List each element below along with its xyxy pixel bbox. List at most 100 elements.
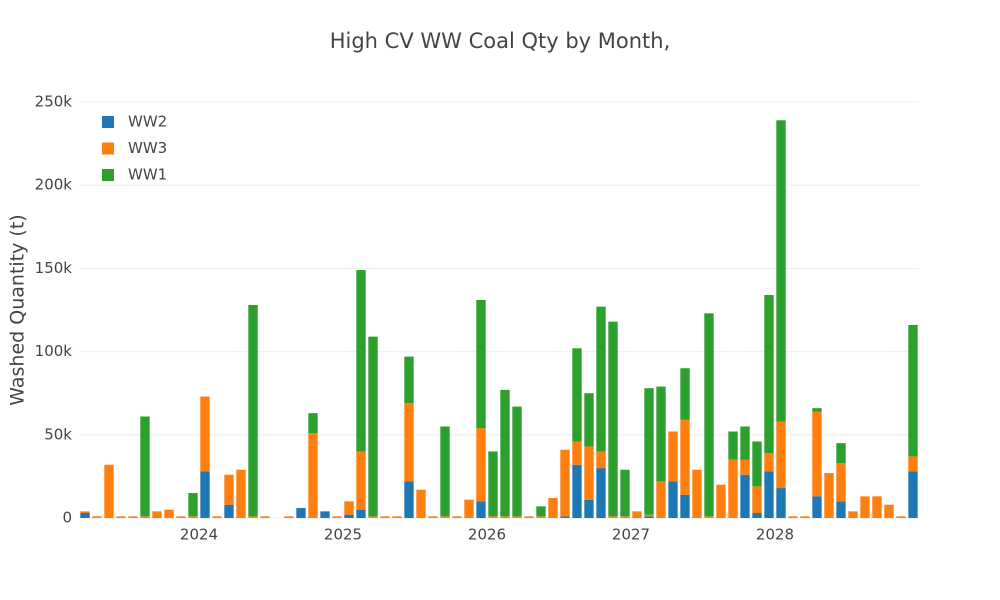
bar-segment: [440, 516, 450, 518]
x-tick-label: 2028: [756, 526, 794, 544]
bar-segment: [404, 481, 414, 518]
bar-segment: [836, 443, 846, 464]
bar-segment: [428, 516, 438, 518]
bar-segment: [620, 516, 630, 518]
bar-segment: [476, 300, 486, 429]
bar-segment: [836, 501, 846, 518]
bar-segment: [776, 421, 786, 489]
bar-segment: [128, 516, 138, 518]
bar-segment: [512, 406, 522, 517]
bar-segment: [368, 516, 378, 518]
bar-segment: [200, 396, 210, 472]
bar-segment: [404, 356, 414, 404]
bar-segment: [560, 449, 570, 517]
x-tick-label: 2024: [180, 526, 218, 544]
legend-swatch: [102, 169, 114, 181]
bar-segment: [548, 498, 558, 518]
bar-segment: [476, 428, 486, 502]
bar-segment: [872, 496, 882, 518]
bar-segment: [716, 484, 726, 518]
bar-segment: [500, 389, 510, 517]
bar-segment: [488, 516, 498, 518]
bar-segment: [740, 459, 750, 475]
bar-segment: [248, 516, 258, 518]
bar-segment: [812, 411, 822, 497]
bar-segment: [308, 433, 318, 518]
bar-segment: [116, 516, 126, 518]
x-tick-label: 2025: [324, 526, 362, 544]
y-tick-label: 200k: [35, 176, 73, 194]
y-tick-label: 150k: [35, 259, 73, 277]
bar-segment: [596, 451, 606, 469]
bar-segment: [572, 464, 582, 518]
bar-segment: [152, 511, 162, 518]
bar-segment: [80, 513, 90, 518]
bar-segment: [488, 451, 498, 517]
legend-label: WW2: [128, 113, 167, 131]
bar-segment: [536, 516, 546, 518]
bar-segment: [416, 489, 426, 518]
legend-swatch: [102, 116, 114, 128]
bar-segment: [800, 516, 810, 518]
bar-segment: [752, 513, 762, 518]
bar-segment: [80, 511, 90, 514]
bar-segment: [692, 469, 702, 518]
bar-segment: [356, 509, 366, 518]
bar-segment: [344, 514, 354, 518]
bar-segment: [740, 426, 750, 460]
bar-segment: [812, 408, 822, 412]
bar-segment: [752, 441, 762, 487]
bar-segment: [476, 501, 486, 518]
bar-segment: [512, 516, 522, 518]
bar-segment: [188, 516, 198, 518]
bar-segment: [608, 516, 618, 518]
bar-segment: [908, 324, 918, 457]
bar-segment: [188, 493, 198, 517]
y-tick-label: 0: [62, 509, 72, 527]
bar-segment: [584, 446, 594, 500]
legend-label: WW3: [128, 139, 167, 157]
bar-segment: [200, 471, 210, 518]
bar-segment: [608, 321, 618, 517]
bar-segment: [176, 516, 186, 518]
bar-segment: [524, 516, 534, 518]
x-tick-label: 2027: [612, 526, 650, 544]
bar-segment: [584, 393, 594, 447]
y-tick-label: 50k: [44, 425, 72, 443]
bar-segment: [836, 463, 846, 502]
legend-label: WW1: [128, 166, 167, 184]
bar-segment: [332, 516, 342, 518]
bar-segment: [632, 511, 642, 518]
bar-segment: [644, 514, 654, 517]
bar-segment: [644, 388, 654, 515]
bar-segment: [140, 516, 150, 518]
bar-segment: [668, 431, 678, 482]
bar-segment: [908, 471, 918, 518]
bar-segment: [848, 511, 858, 518]
bar-segment: [440, 426, 450, 517]
bar-segment: [764, 295, 774, 454]
bar-segment: [104, 464, 114, 518]
bar-segment: [164, 509, 174, 518]
bar-segment: [752, 486, 762, 514]
bar-segment: [680, 368, 690, 420]
bar-segment: [404, 403, 414, 482]
bar-segment: [344, 501, 354, 515]
bar-segment: [644, 516, 654, 518]
bar-segment: [248, 305, 258, 517]
bar-segment: [656, 386, 666, 482]
bar-segment: [704, 516, 714, 518]
bar-segment: [884, 504, 894, 518]
chart-title: High CV WW Coal Qty by Month,: [330, 29, 671, 53]
bar-segment: [356, 451, 366, 510]
bar-segment: [560, 516, 570, 518]
bar-segment: [728, 431, 738, 460]
bar-segment: [260, 516, 270, 518]
bar-segment: [776, 488, 786, 518]
bar-segment: [356, 270, 366, 452]
bar-segment: [368, 336, 378, 517]
bar-segment: [680, 494, 690, 518]
bar-segment: [728, 459, 738, 518]
bar-segment: [668, 481, 678, 518]
